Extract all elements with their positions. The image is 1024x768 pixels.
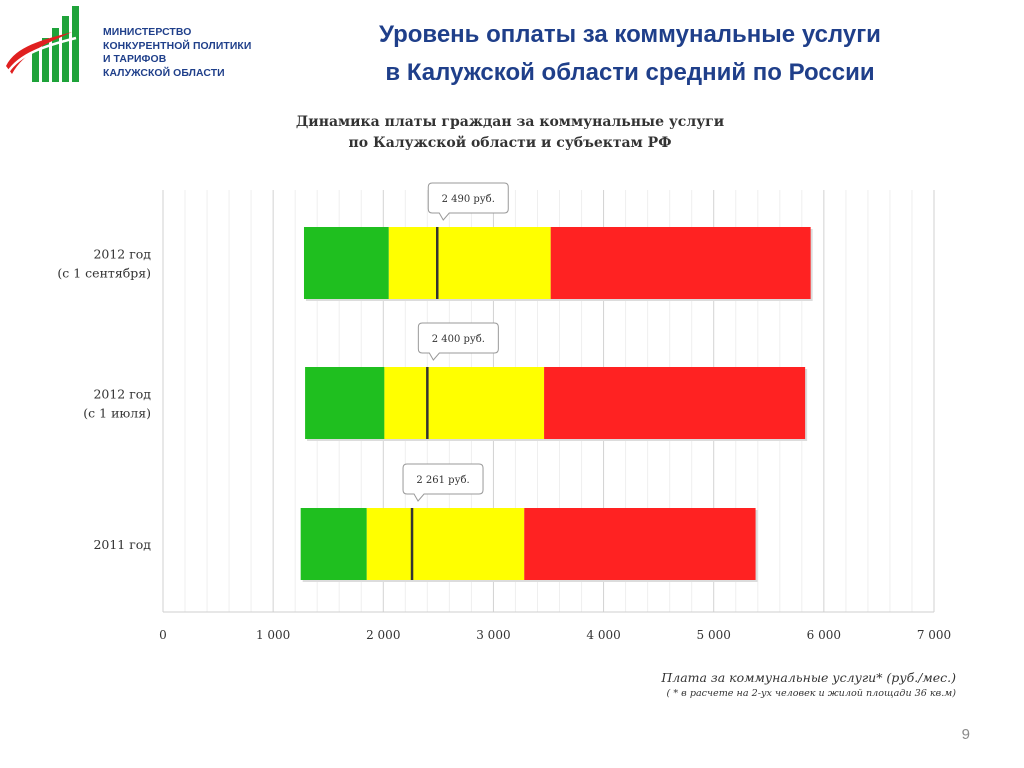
logo-bar bbox=[32, 46, 39, 82]
marker-callout bbox=[402, 463, 484, 502]
marker-label: 2 400 руб. bbox=[432, 334, 485, 345]
x-tick-label: 4 000 bbox=[586, 628, 620, 642]
row-label: 2012 год bbox=[93, 387, 151, 402]
ministry-name: МИНИСТЕРСТВО КОНКУРЕНТНОЙ ПОЛИТИКИ И ТАР… bbox=[103, 26, 263, 80]
ministry-logo bbox=[6, 6, 79, 82]
ministry-line: КАЛУЖСКОЙ ОБЛАСТИ bbox=[103, 67, 225, 79]
logo-bar bbox=[42, 38, 49, 82]
x-axis-note: ( * в расчете на 2-ух человек и жилой пл… bbox=[666, 688, 956, 699]
row-label: (с 1 июля) bbox=[83, 406, 151, 421]
logo-swoosh-white bbox=[6, 36, 77, 73]
bar-segment-yellow bbox=[388, 227, 551, 299]
marker-label: 2 490 руб. bbox=[442, 194, 495, 205]
logo-swoosh bbox=[6, 32, 72, 74]
bar-segment-green bbox=[305, 367, 385, 439]
chart-title: Динамика платы граждан за коммунальные у… bbox=[200, 112, 820, 154]
bar-segment-red bbox=[544, 367, 806, 439]
ministry-line: МИНИСТЕРСТВО bbox=[103, 27, 192, 38]
logo-bar bbox=[52, 28, 59, 82]
slide-title-line: Уровень оплаты за коммунальные услуги bbox=[379, 21, 881, 48]
x-tick-label: 2 000 bbox=[366, 628, 400, 642]
bar-segment-green bbox=[303, 227, 389, 299]
x-tick-label: 5 000 bbox=[697, 628, 731, 642]
x-tick-label: 0 bbox=[159, 628, 167, 642]
row-label: (с 1 сентября) bbox=[57, 266, 151, 281]
ministry-line: И ТАРИФОВ bbox=[103, 54, 167, 65]
slide-title: Уровень оплаты за коммунальные услуги в … bbox=[300, 16, 960, 92]
x-tick-label: 3 000 bbox=[476, 628, 510, 642]
bar-segment-red bbox=[524, 508, 756, 580]
x-tick-label: 7 000 bbox=[917, 628, 951, 642]
x-tick-label: 1 000 bbox=[256, 628, 290, 642]
bar-segment-green bbox=[300, 508, 367, 580]
bar-segment-yellow bbox=[384, 367, 545, 439]
bar-segment-yellow bbox=[366, 508, 525, 580]
row-label: 2011 год bbox=[93, 537, 151, 552]
bar-segment-red bbox=[550, 227, 811, 299]
ministry-line: КОНКУРЕНТНОЙ ПОЛИТИКИ bbox=[103, 40, 252, 52]
marker-callout bbox=[417, 322, 499, 361]
slide-title-line: в Калужской области средний по России bbox=[385, 59, 875, 86]
logo-bar bbox=[72, 6, 79, 82]
row-label: 2012 год bbox=[93, 247, 151, 262]
x-tick-label: 6 000 bbox=[807, 628, 841, 642]
page-number: 9 bbox=[961, 726, 970, 743]
logo-bar bbox=[62, 16, 69, 82]
x-axis-label: Плата за коммунальные услуги* (руб./мес.… bbox=[661, 670, 956, 685]
marker-label: 2 261 руб. bbox=[416, 475, 469, 486]
marker-callout bbox=[427, 182, 509, 221]
chart-title-line: Динамика платы граждан за коммунальные у… bbox=[295, 114, 725, 130]
chart-title-line: по Калужской области и субъектам РФ bbox=[348, 135, 672, 151]
